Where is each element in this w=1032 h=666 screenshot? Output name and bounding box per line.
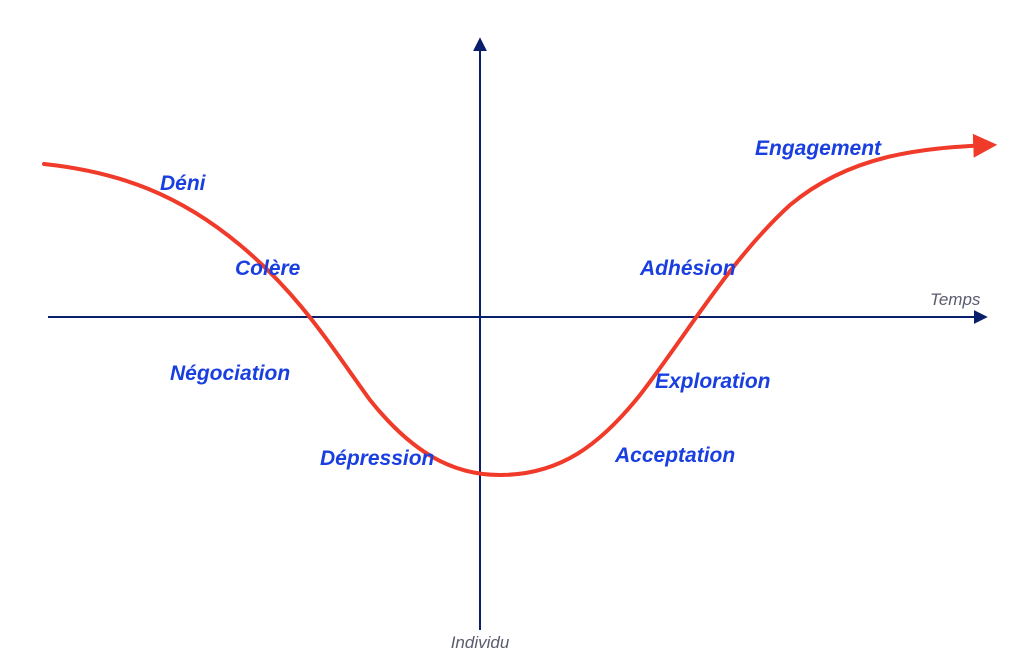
stage-labels: Déni Colère Négociation Dépression Acceptati… — [160, 137, 882, 470]
stage-label-acceptation: Acceptation — [614, 444, 735, 467]
change-curve-chart: Temps Individu Déni Colère Négociation Dépr… — [0, 0, 1032, 666]
stage-label-negociation: Négociation — [170, 362, 290, 385]
stage-label-exploration: Exploration — [655, 370, 771, 393]
x-axis-label: Temps — [930, 290, 981, 309]
stage-label-adhesion: Adhésion — [639, 257, 736, 280]
stage-label-colere: Colère — [235, 257, 301, 280]
y-axis-label: Individu — [451, 633, 510, 652]
stage-label-depression: Dépression — [320, 447, 434, 470]
stage-label-engagement: Engagement — [755, 137, 882, 160]
stage-label-deni: Déni — [160, 172, 207, 195]
